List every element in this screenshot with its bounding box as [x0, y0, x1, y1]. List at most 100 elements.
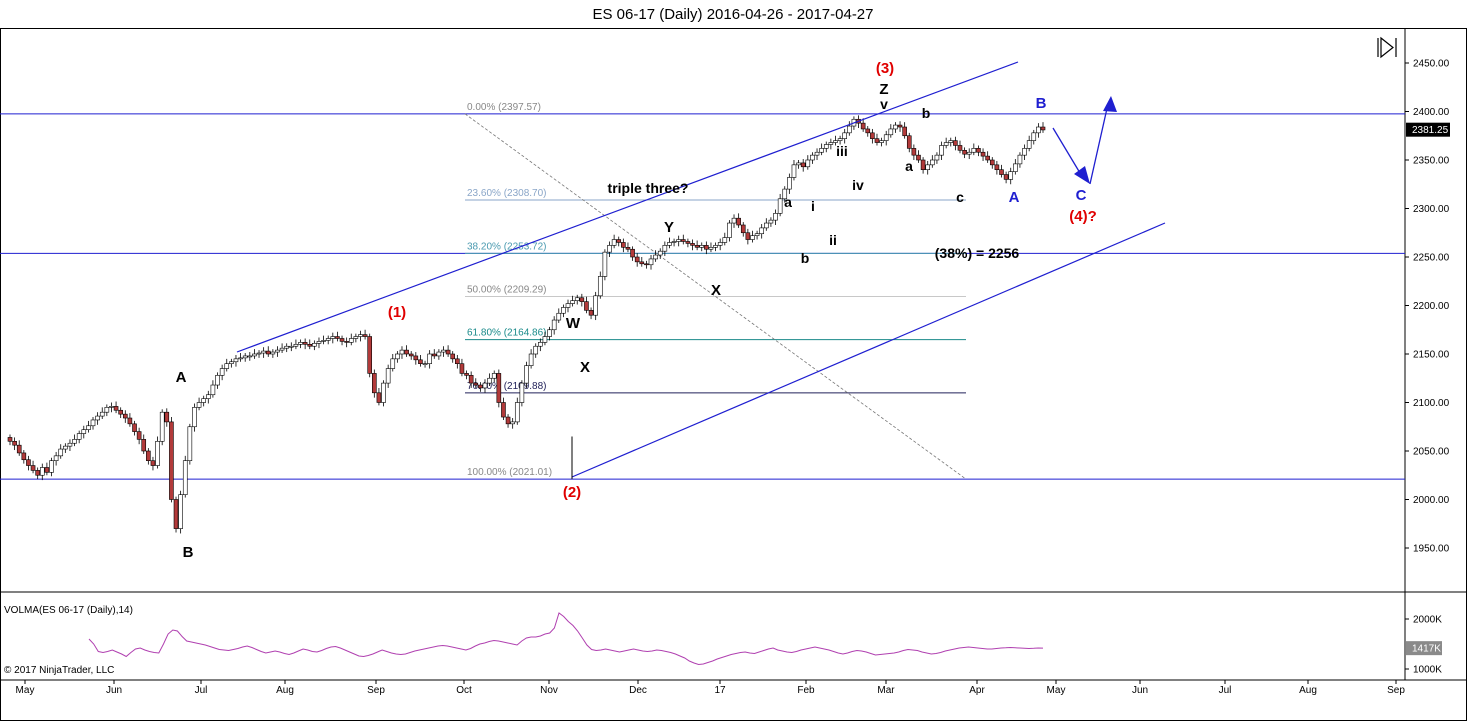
candle-body: [953, 140, 958, 146]
candle-body: [293, 343, 299, 347]
candle-body: [750, 235, 755, 240]
candle-body: [980, 151, 986, 157]
candle-body: [422, 363, 428, 366]
candle-body: [150, 460, 156, 466]
candle-body: [35, 470, 40, 476]
candle-body: [298, 342, 303, 345]
candle-body: [427, 353, 432, 364]
candle-body: [455, 358, 460, 365]
candle-body: [860, 122, 866, 130]
candle-body: [551, 319, 557, 331]
candle-body: [372, 373, 377, 394]
fib-level-label: 76.40% (2109.88): [467, 381, 547, 392]
candle-body: [95, 415, 100, 421]
candle-body: [768, 219, 774, 224]
fib-level-label: 23.60% (2308.70): [467, 188, 547, 199]
x-tick-label: Oct: [456, 685, 472, 696]
candle-body: [53, 455, 59, 462]
annotation-Z: Z: [879, 81, 888, 98]
candle-body: [265, 350, 271, 355]
candle-body: [828, 142, 834, 145]
candle-body: [999, 169, 1004, 175]
fib-retracement: 0.00% (2397.57) 23.60% (2308.70) 38.20% (2…: [464, 102, 967, 480]
candle-body: [201, 398, 206, 403]
candle-body: [224, 363, 230, 369]
y-tick-label: 2000.00: [1413, 495, 1450, 506]
candle-body: [312, 343, 317, 347]
candle-body: [777, 198, 783, 214]
candle-body: [182, 460, 188, 495]
volma-line: [88, 612, 1044, 666]
candle-body: [510, 421, 515, 425]
candle-body: [367, 336, 373, 374]
annotation-W: W: [566, 315, 581, 332]
candle-body: [920, 159, 926, 170]
candle-body: [579, 297, 585, 302]
projection-arrow-down: [1052, 127, 1084, 179]
fib-level-label: 61.80% (2164.86): [467, 328, 547, 339]
candle-body: [1008, 171, 1014, 180]
volma-last-box: [1406, 641, 1442, 656]
candle-body: [893, 124, 898, 130]
x-tick-label: Jul: [195, 685, 208, 696]
candle-body: [593, 295, 598, 316]
candle-body: [413, 355, 419, 361]
candle-body: [607, 245, 612, 253]
candle-body: [81, 429, 87, 434]
chart-title: ES 06-17 (Daily) 2016-04-26 - 2017-04-27: [593, 6, 874, 23]
fib-trend-line: [464, 113, 967, 480]
annotation-X1: X: [580, 359, 590, 376]
x-tick-label: Sep: [367, 685, 385, 696]
skip-forward-icon[interactable]: [1375, 36, 1399, 59]
candle-body: [491, 373, 497, 379]
candle-body: [348, 338, 354, 343]
candle-body: [897, 124, 903, 128]
candle-body: [985, 155, 990, 161]
candle-body: [989, 159, 995, 166]
x-tick-label: Feb: [797, 685, 815, 696]
y-tick-label: 2300.00: [1413, 204, 1450, 215]
candlestick-series: [7, 115, 1046, 534]
annotation-c2: c: [956, 189, 964, 205]
upper-channel-line: [236, 61, 1019, 353]
candle-body: [962, 150, 967, 155]
candle-body: [1013, 163, 1018, 172]
fib-level-label: 50.00% (2209.29): [467, 284, 547, 295]
candle-body: [717, 242, 723, 246]
candle-body: [155, 440, 160, 466]
candle-body: [192, 407, 197, 428]
candle-body: [219, 368, 225, 376]
candle-body: [533, 345, 539, 355]
candle-body: [146, 450, 151, 461]
projection-arrowhead-up: [1103, 96, 1117, 112]
candle-body: [773, 213, 778, 221]
candle-body: [362, 334, 368, 337]
candle-body: [574, 297, 580, 301]
candle-body: [971, 148, 977, 153]
candle-body: [478, 384, 483, 389]
candle-body: [547, 329, 552, 337]
candle-body: [436, 351, 442, 357]
candle-body: [109, 406, 114, 408]
candle-body: [800, 162, 806, 168]
candle-body: [395, 353, 400, 360]
candle-body: [441, 349, 446, 353]
candle-body: [883, 134, 889, 141]
candle-body: [805, 159, 811, 168]
candle-body: [468, 375, 474, 384]
candle-body: [86, 425, 91, 430]
lower-channel-line: [571, 222, 1166, 478]
candle-body: [943, 142, 949, 146]
candle-body: [842, 132, 848, 139]
candle-body: [233, 358, 239, 363]
candle-body: [270, 351, 276, 355]
fib-level-label: 0.00% (2397.57): [467, 102, 541, 113]
candle-body: [948, 140, 954, 143]
candle-body: [39, 467, 45, 476]
y-tick-label: 2250.00: [1413, 253, 1450, 264]
candle-body: [408, 353, 414, 357]
annotation-wave2: (2): [563, 484, 581, 501]
candle-body: [482, 382, 488, 389]
projection-arrow-up: [1089, 103, 1109, 185]
